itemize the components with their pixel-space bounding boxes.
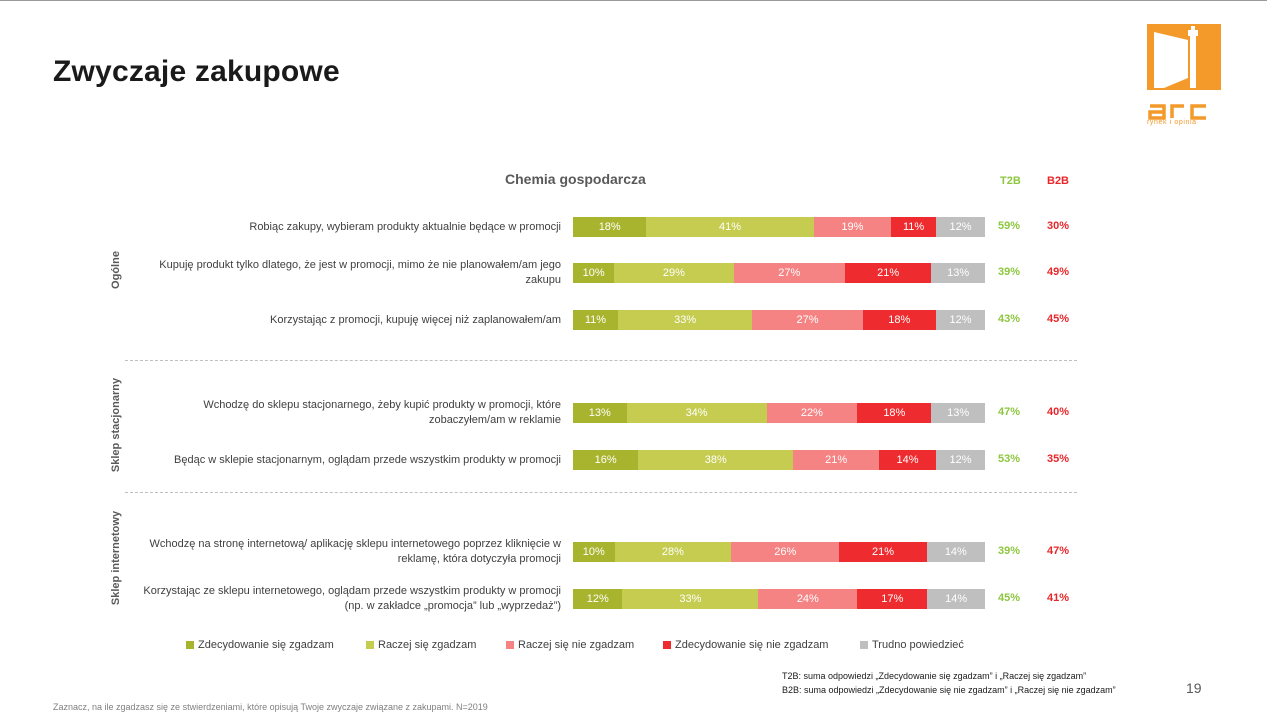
bar-segment-dont-know: 14% <box>927 589 985 609</box>
bar-segment-strong-agree: 10% <box>573 542 615 562</box>
t2b-value: 45% <box>998 592 1021 604</box>
row-label: Korzystając ze sklepu internetowego, ogl… <box>143 585 561 612</box>
bar-segment-dont-know: 13% <box>931 403 985 423</box>
legend-label: Raczej się zgadzam <box>378 639 477 651</box>
bar-segment-strong-disagree: 14% <box>878 450 937 470</box>
legend-item-disagree: Raczej się nie zgadzam <box>506 639 634 651</box>
t2b-value: 43% <box>998 313 1021 325</box>
bar-segment-dont-know: 12% <box>936 310 985 330</box>
bar-segment-disagree: 27% <box>752 310 863 330</box>
bar-segment-agree: 29% <box>614 263 734 283</box>
bar-segment-disagree: 19% <box>813 217 892 237</box>
b2b-header: B2B <box>1047 175 1070 187</box>
page-number: 19 <box>1186 680 1202 696</box>
b2b-value: 49% <box>1047 266 1070 278</box>
stacked-bar: 16% 38% 21% 14% 12% <box>573 450 985 470</box>
bar-segment-dont-know: 13% <box>931 263 985 283</box>
bar-segment-agree: 28% <box>614 542 732 562</box>
bar-segment-agree: 41% <box>646 217 814 237</box>
legend-label: Zdecydowanie się zgadzam <box>198 639 334 651</box>
legend-swatch <box>186 641 194 649</box>
arc-logo <box>1147 24 1221 120</box>
bar-segment-strong-disagree: 18% <box>857 403 932 423</box>
bar-segment-strong-agree: 16% <box>573 450 639 470</box>
legend-swatch <box>506 641 514 649</box>
row-label: Wchodzę do sklepu stacjonarnego, żeby ku… <box>203 399 561 426</box>
bar-segment-agree: 33% <box>622 589 759 609</box>
bar-segment-disagree: 22% <box>766 403 858 423</box>
legend-item-agree: Raczej się zgadzam <box>366 639 476 651</box>
legend-label: Raczej się nie zgadzam <box>518 639 635 651</box>
footer-question-note: Zaznacz, na ile zgadzasz się ze stwierdz… <box>53 702 488 712</box>
b2b-value: 30% <box>1047 220 1070 232</box>
legend-swatch <box>663 641 671 649</box>
row-label: Będąc w sklepie stacjonarnym, oglądam pr… <box>174 453 561 466</box>
chart-title: Chemia gospodarcza <box>505 171 646 187</box>
bar-segment-disagree: 26% <box>731 542 840 562</box>
top-border-line <box>0 0 1267 1</box>
stacked-bar: 11% 33% 27% 18% 12% <box>573 310 985 330</box>
bar-segment-dont-know: 14% <box>926 542 985 562</box>
b2b-value: 40% <box>1047 406 1070 418</box>
bar-segment-strong-agree: 13% <box>573 403 627 423</box>
bar-segment-dont-know: 12% <box>936 217 985 237</box>
legend-swatch <box>366 641 374 649</box>
bar-segment-disagree: 24% <box>758 589 858 609</box>
t2b-value: 59% <box>998 220 1021 232</box>
bar-segment-strong-agree: 11% <box>573 310 618 330</box>
bar-segment-strong-agree: 10% <box>573 263 615 283</box>
bar-segment-strong-agree: 18% <box>573 217 647 237</box>
row-label: Korzystając z promocji, kupuję więcej ni… <box>269 313 561 326</box>
bar-segment-strong-disagree: 11% <box>891 217 937 237</box>
bar-segment-strong-agree: 12% <box>573 589 623 609</box>
t2b-value: 53% <box>998 453 1021 465</box>
t2b-value: 39% <box>998 266 1021 278</box>
logo-tagline: rynek i opinia <box>1147 119 1197 126</box>
bar-segment-strong-disagree: 18% <box>862 310 937 330</box>
b2b-definition-note: B2B: suma odpowiedzi „Zdecydowanie się n… <box>782 685 1116 695</box>
bar-segment-disagree: 21% <box>793 450 879 470</box>
page-title: Zwyczaje zakupowe <box>53 55 340 88</box>
b2b-value: 45% <box>1047 313 1070 325</box>
b2b-value: 35% <box>1047 453 1070 465</box>
bar-segment-agree: 34% <box>626 403 767 423</box>
bar-segment-disagree: 27% <box>733 263 845 283</box>
row-label: Robiąc zakupy, wybieram produkty aktualn… <box>249 220 561 233</box>
stacked-bar: 10% 28% 26% 21% 14% <box>573 542 985 562</box>
b2b-value: 47% <box>1047 545 1070 557</box>
legend-swatch <box>860 641 868 649</box>
bar-segment-strong-disagree: 21% <box>839 542 927 562</box>
legend-item-strong-agree: Zdecydowanie się zgadzam <box>186 639 334 651</box>
bar-segment-strong-disagree: 21% <box>844 263 932 283</box>
b2b-value: 41% <box>1047 592 1070 604</box>
stacked-bar: 13% 34% 22% 18% 13% <box>573 403 985 423</box>
bar-segment-dont-know: 12% <box>936 450 985 470</box>
t2b-value: 47% <box>998 406 1021 418</box>
t2b-value: 39% <box>998 545 1021 557</box>
stacked-bar: 12% 33% 24% 17% 14% <box>573 589 985 609</box>
group-divider <box>125 360 1077 361</box>
legend-label: Trudno powiedzieć <box>872 639 964 651</box>
legend-item-strong-disagree: Zdecydowanie się nie zgadzam <box>663 639 828 651</box>
legend-label: Zdecydowanie się nie zgadzam <box>675 639 829 651</box>
row-label: Wchodzę na stronę internetową/ aplikację… <box>149 538 561 565</box>
bar-segment-agree: 33% <box>617 310 753 330</box>
bar-segment-strong-disagree: 17% <box>857 589 928 609</box>
row-label: Kupuję produkt tylko dlatego, że jest w … <box>159 259 561 286</box>
legend-item-dont-know: Trudno powiedzieć <box>860 639 964 651</box>
group-divider <box>125 492 1077 493</box>
t2b-header: T2B <box>1000 175 1021 187</box>
group-label-sklep-internetowy: Sklep internetowy <box>110 510 122 606</box>
t2b-definition-note: T2B: suma odpowiedzi „Zdecydowanie się z… <box>782 671 1087 681</box>
stacked-bar: 10% 29% 27% 21% 13% <box>573 263 985 283</box>
bar-segment-agree: 38% <box>638 450 794 470</box>
stacked-bar: 18% 41% 19% 11% 12% <box>573 217 985 237</box>
